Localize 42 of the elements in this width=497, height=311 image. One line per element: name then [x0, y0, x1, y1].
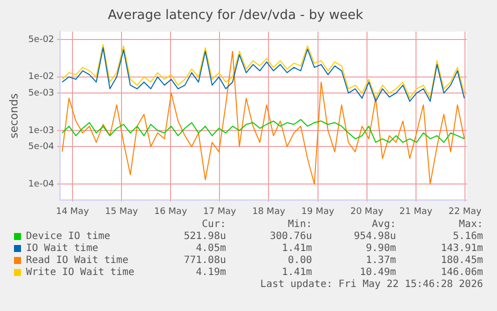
- text: Last update: Fri May 22 15:46:28 2026: [260, 279, 483, 291]
- text: 771.08u: [184, 255, 226, 267]
- text: Avg:: [372, 219, 396, 231]
- text: 10.49m: [360, 267, 396, 279]
- y-tick-label: 1e-04: [28, 179, 54, 190]
- text: 9.90m: [366, 243, 396, 255]
- x-tick-label: 21 May: [399, 206, 434, 217]
- y-tick-label: 5e-04: [28, 142, 54, 152]
- x-tick-label: 18 May: [252, 206, 286, 217]
- y-tick-label: 5e-02: [28, 34, 54, 45]
- text: 521.98u: [184, 231, 226, 243]
- legend-label: Write IO Wait time: [26, 267, 134, 279]
- x-tick-label: 15 May: [105, 206, 139, 217]
- text: 300.76u: [270, 231, 312, 243]
- legend-label: Read IO Wait time: [26, 255, 128, 267]
- y-tick-label: 5e-03: [28, 88, 54, 98]
- x-tick-label: 17 May: [203, 206, 237, 217]
- text: Max:: [458, 219, 483, 231]
- legend-label: IO Wait time: [26, 243, 98, 255]
- text: Min:: [288, 219, 312, 231]
- text: 180.45m: [440, 255, 483, 267]
- text: 1.41m: [282, 267, 312, 279]
- x-tick-label: 20 May: [350, 206, 384, 217]
- x-tick-label: 19 May: [301, 206, 335, 217]
- chart-title: Average latency for /dev/vda - by week: [108, 8, 364, 24]
- legend-label: Device IO time: [26, 231, 110, 243]
- y-tick-label: 1e-03: [28, 126, 54, 136]
- text: 0.00: [288, 255, 312, 267]
- x-tick-label: 14 May: [56, 206, 90, 217]
- text: 954.98u: [354, 231, 396, 243]
- x-tick-label: 22 May: [448, 206, 482, 217]
- text: 4.05m: [196, 243, 226, 255]
- text: Cur:: [202, 219, 226, 231]
- x-tick-label: 16 May: [154, 206, 188, 217]
- y-tick-label: 1e-02: [28, 72, 54, 82]
- text: 4.19m: [196, 267, 226, 279]
- text: 5.16m: [452, 231, 483, 243]
- text: 146.06m: [440, 267, 483, 279]
- text: 1.41m: [282, 243, 312, 255]
- text: 1.37m: [366, 255, 396, 267]
- y-axis-title: seconds: [7, 93, 20, 138]
- text: 143.91m: [440, 243, 483, 255]
